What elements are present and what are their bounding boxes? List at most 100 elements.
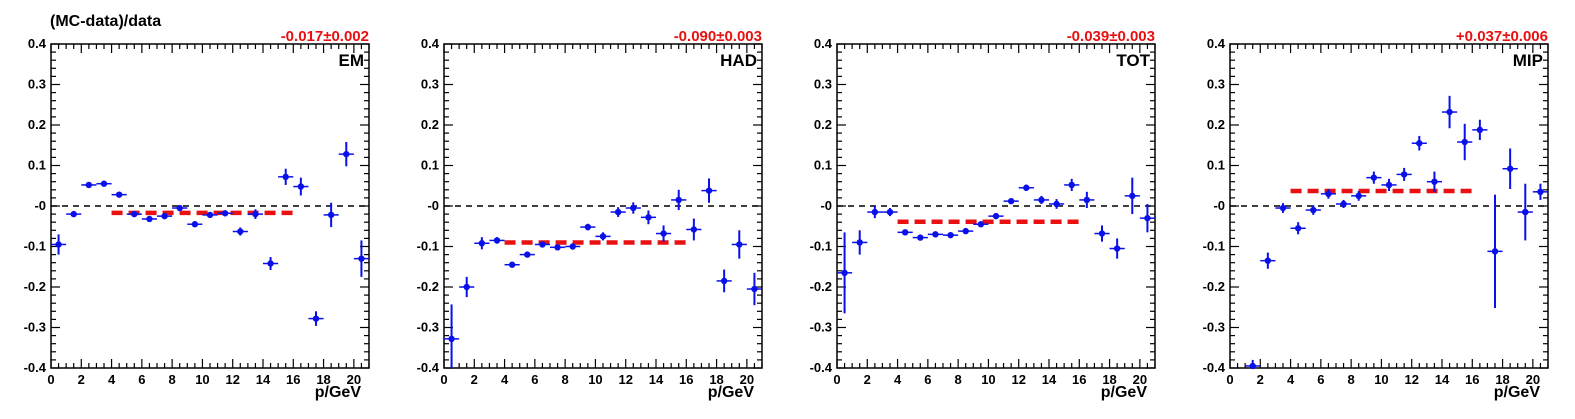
marker — [675, 196, 682, 204]
marker — [267, 260, 274, 267]
x-tick-label: 18 — [316, 372, 330, 387]
x-tick-label: 18 — [1102, 372, 1116, 387]
data-point — [1305, 205, 1321, 215]
x-tick-label: 16 — [1072, 372, 1086, 387]
marker — [237, 228, 244, 235]
marker — [554, 244, 561, 251]
x-tick-label: 8 — [1348, 372, 1355, 387]
y-tick-label: 0.4 — [1207, 36, 1226, 51]
marker — [539, 241, 546, 248]
marker — [343, 150, 350, 158]
marker — [508, 261, 516, 268]
x-tick-label: 2 — [864, 372, 871, 387]
marker — [1023, 184, 1030, 191]
data-point — [126, 210, 142, 218]
data-point — [323, 202, 339, 228]
data-point — [1033, 195, 1049, 204]
y-tick-label: -0.4 — [810, 360, 833, 375]
marker — [751, 285, 758, 293]
marker — [886, 208, 894, 216]
x-tick-label: 6 — [1317, 372, 1324, 387]
data-point — [308, 311, 324, 326]
marker — [1537, 188, 1544, 196]
data-point — [1457, 123, 1473, 161]
marker — [1416, 140, 1423, 147]
marker — [85, 181, 93, 189]
data-point — [51, 234, 67, 255]
marker — [448, 335, 455, 343]
marker — [1506, 165, 1514, 172]
marker — [161, 212, 168, 220]
marker — [524, 251, 531, 258]
data-point — [882, 208, 898, 217]
panel-label: HAD — [720, 51, 757, 70]
data-point — [1139, 203, 1155, 233]
y-tick-label: -0 — [820, 198, 832, 213]
data-point — [686, 218, 702, 241]
data-point — [837, 232, 853, 314]
data-point — [1018, 184, 1034, 192]
x-tick-label: 10 — [981, 372, 995, 387]
data-point — [595, 232, 611, 241]
marker — [297, 183, 305, 190]
data-point — [141, 215, 157, 223]
x-axis-title: p/GeV — [315, 384, 362, 401]
y-tick-label: -0.1 — [24, 239, 46, 254]
data-point — [1094, 225, 1110, 242]
data-point — [81, 181, 97, 189]
marker — [1325, 190, 1332, 198]
data-point — [1381, 178, 1397, 192]
data-point — [1472, 119, 1488, 140]
marker — [327, 211, 335, 219]
x-tick-label: 2 — [78, 372, 85, 387]
data-point — [338, 142, 354, 167]
y-tick-label: -0.3 — [417, 320, 439, 335]
marker — [1522, 208, 1529, 216]
marker — [1476, 126, 1484, 134]
data-point — [519, 251, 535, 258]
data-point — [746, 272, 762, 306]
marker — [720, 277, 728, 285]
y-tick-label: 0.3 — [814, 77, 832, 92]
data-point — [459, 276, 475, 298]
marker — [1264, 257, 1272, 264]
y-tick-label: 0.2 — [814, 117, 832, 132]
data-point — [1487, 194, 1503, 309]
marker — [146, 215, 153, 223]
marker — [131, 210, 138, 218]
y-tick-label: -0.2 — [417, 279, 439, 294]
marker — [1355, 192, 1362, 200]
fit-result-label: -0.017±0.002 — [281, 28, 369, 45]
y-tick-label: -0.2 — [1203, 279, 1225, 294]
marker — [932, 231, 939, 238]
data-point — [278, 168, 294, 185]
panel-label: EM — [339, 51, 365, 70]
marker — [358, 255, 365, 262]
marker — [100, 180, 108, 187]
marker — [1083, 196, 1091, 204]
marker — [70, 210, 77, 218]
x-tick-label: 4 — [1287, 372, 1295, 387]
data-point — [988, 212, 1004, 220]
x-tick-label: 10 — [195, 372, 209, 387]
data-point — [232, 227, 248, 236]
marker — [660, 230, 667, 237]
x-tick-label: 0 — [440, 372, 447, 387]
marker — [1370, 174, 1378, 181]
data-point — [716, 269, 732, 293]
data-point — [474, 237, 490, 250]
data-point — [187, 221, 203, 228]
x-tick-label: 4 — [894, 372, 902, 387]
data-point — [927, 231, 943, 238]
marker — [1249, 362, 1256, 370]
marker — [206, 211, 214, 219]
marker — [1144, 214, 1151, 222]
y-tick-label: -0.1 — [417, 239, 439, 254]
data-point — [973, 221, 989, 228]
y-tick-label: 0.4 — [814, 36, 833, 51]
x-tick-label: 6 — [138, 372, 145, 387]
marker — [1053, 200, 1060, 208]
marker — [1294, 225, 1302, 232]
x-tick-label: 2 — [471, 372, 478, 387]
